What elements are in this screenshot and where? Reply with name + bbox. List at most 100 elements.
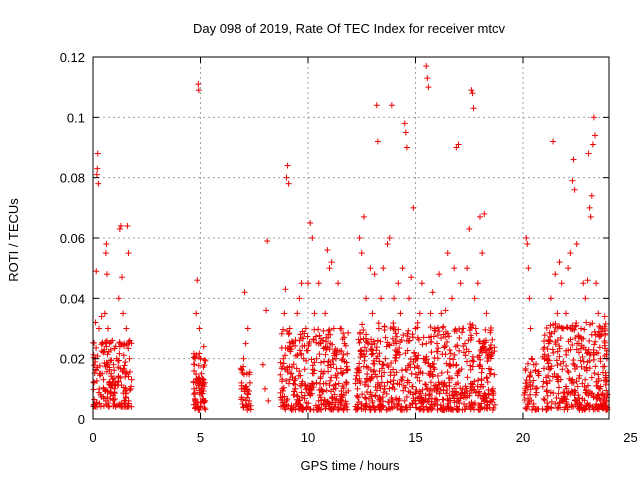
data-point xyxy=(112,379,119,386)
data-point xyxy=(313,355,320,362)
data-point xyxy=(337,397,344,404)
data-point xyxy=(454,342,461,349)
data-point xyxy=(284,162,291,169)
data-point xyxy=(103,271,110,278)
data-point xyxy=(584,359,591,366)
data-point xyxy=(424,75,431,82)
data-point xyxy=(361,344,368,351)
data-point xyxy=(604,391,611,398)
data-point xyxy=(446,347,453,354)
data-point xyxy=(315,397,322,404)
data-point xyxy=(128,376,135,383)
data-point xyxy=(555,384,562,391)
data-point xyxy=(121,362,128,369)
data-point xyxy=(340,351,347,358)
data-point xyxy=(422,392,429,399)
data-point xyxy=(540,378,547,385)
x-tick-label: 5 xyxy=(197,430,204,445)
data-point xyxy=(479,365,486,372)
data-point xyxy=(416,405,423,412)
data-point xyxy=(127,385,134,392)
data-point xyxy=(447,363,454,370)
data-point xyxy=(355,394,362,401)
data-point xyxy=(374,337,381,344)
data-point xyxy=(373,355,380,362)
data-point xyxy=(544,392,551,399)
data-point xyxy=(470,105,477,112)
data-point xyxy=(523,383,530,390)
data-point xyxy=(472,389,479,396)
data-point xyxy=(554,405,561,412)
data-point xyxy=(549,346,556,353)
data-point xyxy=(201,379,208,386)
data-point xyxy=(326,382,333,389)
data-point xyxy=(362,402,369,409)
data-point xyxy=(477,213,483,220)
data-point xyxy=(402,366,409,373)
data-point xyxy=(543,325,550,332)
data-point xyxy=(200,343,207,350)
data-point xyxy=(300,355,307,362)
data-point xyxy=(197,355,204,362)
data-point xyxy=(328,374,335,381)
data-point xyxy=(554,310,561,317)
data-point xyxy=(286,363,293,370)
data-point xyxy=(308,356,315,363)
data-point xyxy=(414,363,421,370)
data-point xyxy=(379,394,386,401)
data-point xyxy=(124,222,131,229)
data-point xyxy=(343,379,350,386)
data-point xyxy=(573,320,580,327)
data-point xyxy=(539,405,546,412)
data-point xyxy=(463,346,470,353)
data-point xyxy=(199,385,206,392)
data-point xyxy=(592,338,599,345)
data-point xyxy=(330,325,337,332)
data-point xyxy=(455,397,462,404)
data-point xyxy=(281,393,288,400)
data-point xyxy=(374,379,381,386)
data-point xyxy=(403,144,410,151)
data-point xyxy=(591,370,598,377)
data-point xyxy=(440,387,447,394)
data-point xyxy=(406,295,413,302)
data-point xyxy=(602,381,609,388)
data-point xyxy=(566,375,573,382)
data-point xyxy=(319,388,326,395)
data-point xyxy=(370,338,377,345)
data-point xyxy=(104,359,111,366)
data-point xyxy=(527,369,534,376)
data-point xyxy=(541,338,548,345)
data-point xyxy=(299,378,306,385)
data-point xyxy=(462,383,469,390)
data-point xyxy=(390,380,397,387)
data-point xyxy=(476,338,483,345)
data-point xyxy=(471,295,478,302)
data-point xyxy=(341,358,348,365)
data-point xyxy=(368,373,375,380)
data-point xyxy=(589,404,596,411)
data-point xyxy=(317,339,324,346)
data-point xyxy=(313,379,320,386)
data-point xyxy=(595,391,602,398)
data-point xyxy=(596,344,603,351)
data-point xyxy=(524,403,531,410)
data-point xyxy=(102,397,109,404)
data-point xyxy=(238,379,245,386)
data-point xyxy=(545,352,552,359)
data-point xyxy=(298,280,305,287)
data-point xyxy=(434,332,441,339)
data-point xyxy=(384,241,391,248)
data-point xyxy=(438,369,445,376)
data-point xyxy=(442,343,449,350)
data-point xyxy=(414,334,421,341)
data-point xyxy=(342,398,349,405)
data-point xyxy=(393,333,400,340)
data-point xyxy=(459,386,466,393)
data-point xyxy=(91,396,98,403)
data-point xyxy=(570,156,577,163)
data-point xyxy=(309,366,316,373)
data-point xyxy=(285,331,292,338)
data-point xyxy=(328,364,335,371)
data-point xyxy=(294,310,301,317)
